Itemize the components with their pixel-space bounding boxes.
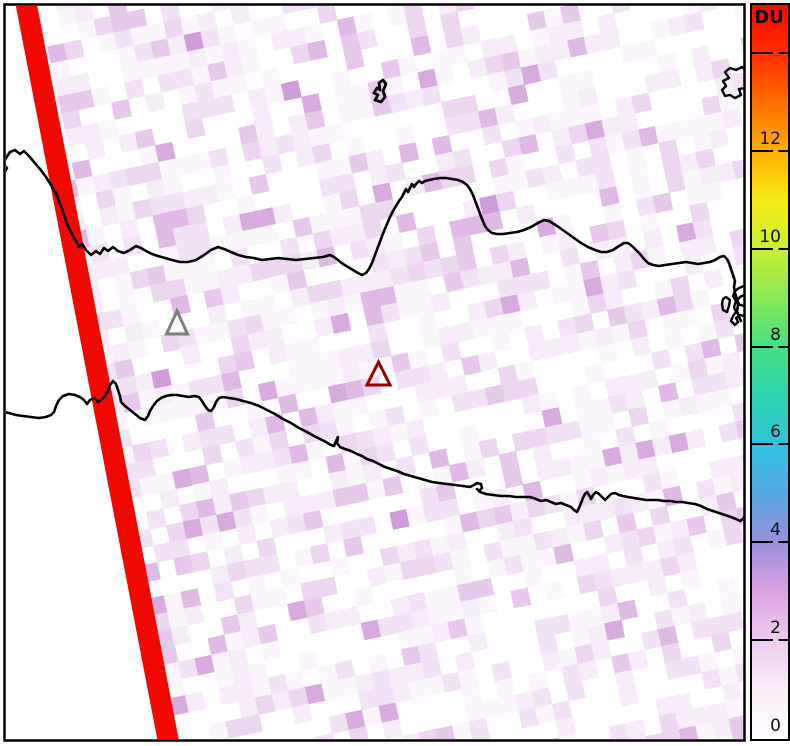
- island-small-north: [372, 78, 388, 104]
- colorbar-tick-label: 12: [759, 128, 781, 149]
- coastline-south: [6, 379, 744, 523]
- colorbar-tick-label: 0: [770, 716, 781, 736]
- colorbar-tick: [752, 639, 788, 642]
- colorbar-tick: [752, 443, 788, 446]
- coastline-north: [6, 148, 743, 323]
- colorbar-tick-label: 8: [770, 324, 781, 345]
- map-frame: [3, 3, 746, 742]
- colorbar-tick: [752, 345, 788, 348]
- no-data-region: [6, 6, 158, 739]
- colorbar-tick-label: 4: [770, 520, 781, 541]
- colorbar-tick-label: 6: [770, 422, 781, 443]
- colorbar: DU 0 2 4 6 8 10 12: [750, 3, 790, 741]
- island-top-right: [720, 65, 744, 100]
- peninsula-east-blob: [729, 284, 744, 327]
- volcano-triangle-gray: [164, 307, 190, 336]
- volcano-triangle-red: [364, 358, 393, 387]
- colorbar-tick: [752, 541, 788, 544]
- colorbar-tick-label: 10: [759, 226, 781, 247]
- colorbar-tick-label: 2: [770, 618, 781, 639]
- colorbar-tick: [752, 247, 788, 250]
- colorbar-unit-label: DU: [754, 7, 784, 28]
- colorbar-tick: [752, 51, 788, 54]
- colorbar-tick: [752, 149, 788, 152]
- island-oval-east: [720, 295, 732, 314]
- swath-edge-stripe: [15, 6, 179, 739]
